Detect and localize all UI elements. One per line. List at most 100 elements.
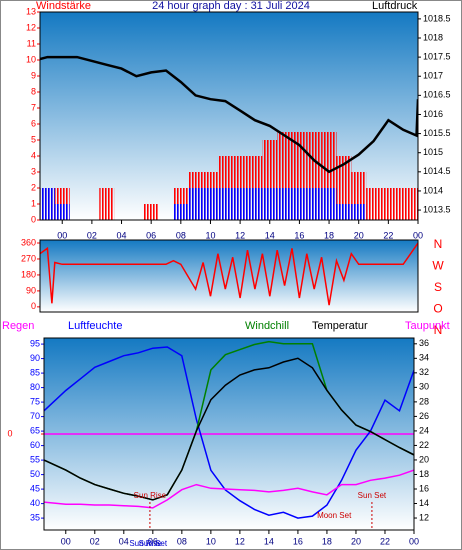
footer-label: Sun Rise (129, 539, 162, 548)
y2-tick-label: 1014 (423, 185, 443, 195)
x-tick-label: 22 (383, 230, 393, 240)
annotation: Sun Set (358, 491, 387, 500)
y-tick-label: 9 (31, 70, 36, 80)
y2-tick-label: 14 (419, 498, 429, 508)
wind-bar (99, 188, 115, 220)
y2-tick-label: 1014.5 (423, 166, 451, 176)
y-tick-label: 13 (26, 6, 36, 16)
wind-bar (262, 188, 278, 220)
y-tick-label: 95 (30, 338, 40, 348)
direction-label: W (432, 259, 444, 273)
y-tick-label: 8 (31, 86, 36, 96)
x-tick-label: 00 (61, 536, 71, 546)
x-tick-label: 02 (90, 536, 100, 546)
y-tick-label: 11 (27, 38, 36, 48)
legend-label: Windchill (245, 320, 289, 332)
y-tick-label: 12 (26, 22, 36, 32)
x-tick-label: 12 (235, 230, 245, 240)
y2-tick-label: 28 (419, 396, 429, 406)
x-tick-label: 16 (293, 536, 303, 546)
legend-label: Taupunkt (405, 320, 450, 332)
y-tick-label: 0 (31, 301, 36, 311)
series-line (40, 55, 418, 174)
wind-bar (203, 188, 218, 220)
legend-label: Regen (2, 320, 34, 332)
y-tick-label: 2 (31, 182, 36, 192)
y-tick-label: 270 (21, 253, 36, 263)
y-tick-label: 80 (30, 382, 40, 392)
y2-tick-label: 1016 (423, 109, 443, 119)
y2-tick-label: 24 (419, 425, 429, 435)
series-line (40, 242, 418, 306)
x-tick-label: 00 (57, 230, 67, 240)
wind-bar (217, 188, 233, 220)
wind-bar (232, 188, 248, 220)
x-tick-label: 22 (380, 536, 390, 546)
y2-tick-label: 1018.5 (423, 13, 451, 23)
y-tick-label: 55 (30, 454, 40, 464)
y-axis-label: Windstärke (36, 0, 91, 12)
y2-tick-label: 1017 (423, 71, 443, 81)
plot-area (44, 340, 414, 519)
plot-area (40, 242, 418, 306)
y-tick-label: 10 (26, 54, 36, 64)
wind-bar (292, 188, 307, 220)
y2-axis-label: Luftdruck (372, 0, 418, 12)
wind-bar (277, 188, 292, 220)
y-tick-label: 40 (30, 498, 40, 508)
y-tick-label: 180 (21, 269, 36, 279)
y2-tick-label: 1013.5 (423, 204, 451, 214)
x-tick-label: 10 (206, 536, 216, 546)
rain-tick-label: 0 (7, 428, 12, 438)
x-tick-label: 06 (146, 230, 156, 240)
series-line (44, 346, 414, 519)
y-tick-label: 6 (31, 118, 36, 128)
wind-bar (321, 188, 337, 220)
wind-bar (173, 204, 189, 220)
wind-bar (247, 188, 263, 220)
y2-tick-label: 1015.5 (423, 128, 451, 138)
y2-tick-label: 18 (419, 469, 429, 479)
y-tick-label: 1 (31, 198, 36, 208)
annotation: Sun Rise (134, 491, 167, 500)
y-tick-label: 0 (31, 214, 36, 224)
y-tick-label: 35 (30, 512, 40, 522)
wind-bar (306, 188, 322, 220)
wind-bar (380, 188, 396, 220)
x-tick-label: 16 (294, 230, 304, 240)
y2-tick-label: 34 (419, 353, 429, 363)
chart-title: 24 hour graph day : 31 Juli 2024 (152, 0, 310, 12)
wind-bar (395, 188, 411, 220)
y2-tick-label: 30 (419, 382, 429, 392)
y2-tick-label: 1018 (423, 32, 443, 42)
series-line (44, 357, 414, 501)
x-tick-label: 06 (148, 536, 158, 546)
footer-label: Sun Set (139, 539, 168, 548)
direction-label: N (434, 323, 443, 337)
y2-tick-label: 20 (419, 454, 429, 464)
y-tick-label: 45 (30, 483, 40, 493)
direction-label: S (434, 280, 442, 294)
x-tick-label: 10 (205, 230, 215, 240)
plot-border (39, 11, 419, 221)
plot-border (39, 239, 419, 313)
y2-tick-label: 1015 (423, 147, 443, 157)
y-tick-label: 85 (30, 367, 40, 377)
y-tick-label: 65 (30, 425, 40, 435)
x-tick-label: 08 (176, 230, 186, 240)
x-tick-label: 02 (87, 230, 97, 240)
series-line (44, 469, 414, 509)
y2-tick-label: 12 (419, 512, 429, 522)
wind-bar (40, 188, 55, 220)
x-tick-label: 20 (354, 230, 364, 240)
y2-tick-label: 32 (419, 367, 429, 377)
wind-bar (351, 204, 367, 220)
x-tick-label: 14 (265, 230, 275, 240)
x-tick-label: 18 (324, 230, 334, 240)
y-tick-label: 75 (30, 396, 40, 406)
direction-label: O (433, 302, 442, 316)
x-tick-label: 00 (413, 230, 423, 240)
wind-bar (54, 204, 70, 220)
wind-bar (336, 204, 352, 220)
wind-bar (366, 188, 381, 220)
